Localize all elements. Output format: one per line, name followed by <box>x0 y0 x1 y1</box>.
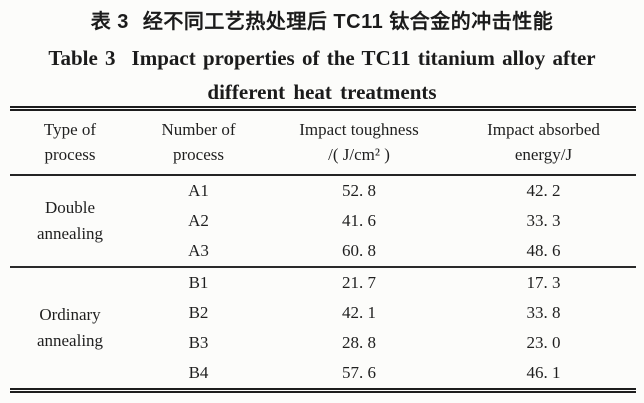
cell-number: A3 <box>188 241 209 260</box>
cell-toughness: 28. 8 <box>342 333 376 352</box>
cell-number: B1 <box>130 266 267 298</box>
col-header-impact-absorbed-energy: Impact absorbed energy/J <box>451 108 636 176</box>
caption-english-line2: different heat treatments <box>207 80 437 104</box>
caption-chinese-text: 经不同工艺热处理后 TC11 钛合金的冲击性能 <box>142 11 554 33</box>
cell-number: A1 <box>188 181 209 200</box>
impact-properties-table: Type of process Number of process Impact… <box>10 106 636 393</box>
cell-toughness: 41. 6 <box>342 211 376 230</box>
header-row: Type of process Number of process Impact… <box>10 108 636 176</box>
table-header: Type of process Number of process Impact… <box>10 108 636 176</box>
caption-english-label: Table 3 <box>48 46 116 70</box>
cell-energy: 23. 0 <box>526 333 561 352</box>
table-row: Double annealing A1 52. 8 42. 2 <box>10 175 636 243</box>
table-row: B4 57. 6 46. 1 <box>10 358 636 391</box>
cell-number: B3 <box>188 333 209 352</box>
cell-energy: 46. 1 <box>526 363 561 382</box>
table-row: A3 60. 8 48. 6 <box>10 236 636 267</box>
cell-number: B2 <box>188 303 209 322</box>
type-cell-ordinary-annealing: Ordinary annealing <box>10 266 130 391</box>
group-double-annealing: Double annealing A1 52. 8 42. 2 A2 41. 6… <box>10 175 636 267</box>
table-row: B2 42. 1 33. 8 <box>10 298 636 328</box>
table-row: Ordinary annealing B1 21. 7 17. 3 <box>10 266 636 391</box>
cell-energy: 17. 3 <box>451 266 636 298</box>
cell-number: B4 <box>188 363 209 382</box>
caption-chinese-label: 表 3 <box>90 11 129 33</box>
cell-energy: 42. 2 <box>526 181 561 200</box>
cell-number: A2 <box>188 211 209 230</box>
cell-toughness: 60. 8 <box>342 241 376 260</box>
impact-properties-table-wrap: Type of process Number of process Impact… <box>10 106 636 393</box>
cell-toughness: 57. 6 <box>342 363 376 382</box>
caption-chinese: 表 3 经不同工艺热处理后 TC11 钛合金的冲击性能 <box>0 9 644 36</box>
table-row: A2 41. 6 33. 3 <box>10 206 636 236</box>
cell-toughness: 52. 8 <box>342 181 376 200</box>
cell-energy: 48. 6 <box>526 241 561 260</box>
cell-toughness: 42. 1 <box>342 303 376 322</box>
cell-toughness: 21. 7 <box>267 266 451 298</box>
col-header-type-of-process: Type of process <box>10 108 130 176</box>
cell-energy: 33. 8 <box>526 303 561 322</box>
caption-english-line1: Table 3 Impact properties of the TC11 tit… <box>0 44 644 73</box>
caption-english-text: Impact properties of the TC11 titanium a… <box>131 46 596 70</box>
cell-energy: 33. 3 <box>526 211 561 230</box>
group-ordinary-annealing: Ordinary annealing B1 21. 7 17. 3 B2 42.… <box>10 266 636 391</box>
col-header-impact-toughness: Impact toughness /( J/cm² ) <box>267 108 451 176</box>
col-header-number-of-process: Number of process <box>130 108 267 176</box>
type-cell-double-annealing: Double annealing <box>36 198 104 243</box>
table-row: B3 28. 8 23. 0 <box>10 328 636 358</box>
